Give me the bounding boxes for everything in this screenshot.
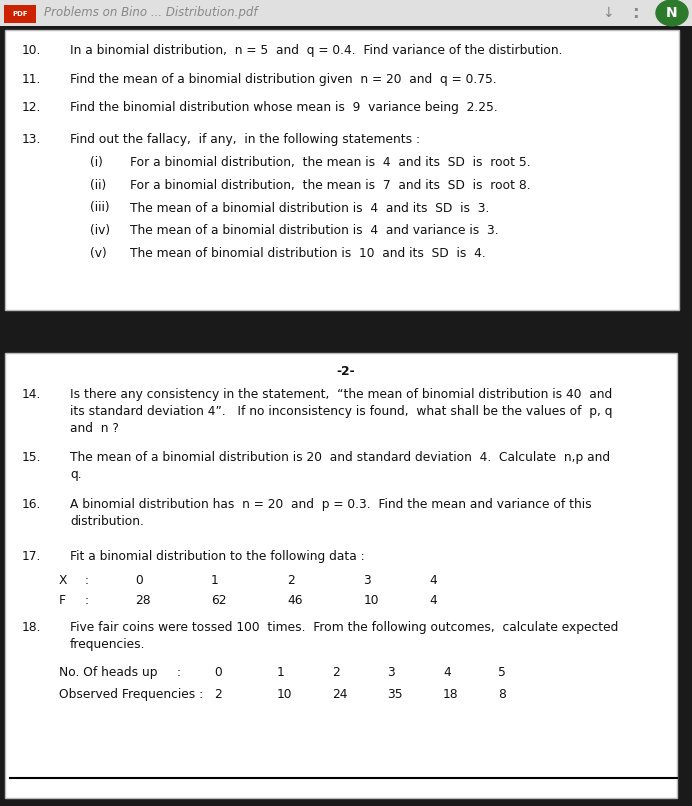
Text: 0: 0 — [135, 574, 143, 587]
Text: 2: 2 — [215, 688, 222, 701]
Text: :: : — [84, 574, 89, 587]
Text: 24: 24 — [332, 688, 347, 701]
Text: 13.: 13. — [22, 133, 42, 146]
Text: 4: 4 — [429, 574, 437, 587]
FancyBboxPatch shape — [4, 5, 36, 23]
Text: 35: 35 — [388, 688, 403, 701]
Text: frequencies.: frequencies. — [70, 638, 145, 650]
Text: In a binomial distribution,  n = 5  and  q = 0.4.  Find variance of the distirbu: In a binomial distribution, n = 5 and q … — [70, 44, 563, 57]
Text: 1: 1 — [211, 574, 219, 587]
Text: 4: 4 — [429, 594, 437, 607]
Text: PDF: PDF — [12, 10, 28, 17]
Text: The mean of a binomial distribution is  4  and variance is  3.: The mean of a binomial distribution is 4… — [130, 224, 499, 237]
Text: Fit a binomial distribution to the following data :: Fit a binomial distribution to the follo… — [70, 550, 365, 563]
Text: :: : — [84, 594, 89, 607]
FancyBboxPatch shape — [5, 30, 679, 310]
Text: 2: 2 — [287, 574, 295, 587]
Text: Five fair coins were tossed 100  times.  From the following outcomes,  calculate: Five fair coins were tossed 100 times. F… — [70, 621, 619, 634]
Text: :: : — [176, 666, 181, 679]
Text: 16.: 16. — [22, 497, 42, 511]
Text: -2-: -2- — [337, 364, 355, 377]
Text: Problems on Bino ... Distribution.pdf: Problems on Bino ... Distribution.pdf — [44, 6, 257, 19]
Text: Observed Frequencies :: Observed Frequencies : — [59, 688, 203, 701]
Text: A: A — [334, 499, 506, 713]
Text: (iv): (iv) — [90, 224, 110, 237]
Text: Find the mean of a binomial distribution given  n = 20  and  q = 0.75.: Find the mean of a binomial distribution… — [70, 73, 497, 85]
Text: Is there any consistency in the statement,  “the mean of binomial distribution i: Is there any consistency in the statemen… — [70, 388, 612, 401]
Circle shape — [656, 0, 688, 26]
Text: 17.: 17. — [22, 550, 42, 563]
Text: distribution.: distribution. — [70, 515, 144, 528]
Text: 18: 18 — [443, 688, 459, 701]
Text: The mean of binomial distribution is  10  and its  SD  is  4.: The mean of binomial distribution is 10 … — [130, 247, 486, 260]
Text: 3: 3 — [363, 574, 371, 587]
Text: The mean of a binomial distribution is 20  and standard deviation  4.  Calculate: The mean of a binomial distribution is 2… — [70, 451, 610, 463]
Text: (i): (i) — [90, 156, 103, 169]
Text: The mean of a binomial distribution is  4  and its  SD  is  3.: The mean of a binomial distribution is 4… — [130, 202, 489, 214]
Text: 15.: 15. — [22, 451, 42, 463]
FancyBboxPatch shape — [0, 0, 692, 26]
Text: 28: 28 — [135, 594, 151, 607]
Text: and  n ?: and n ? — [70, 422, 119, 434]
Text: X: X — [59, 574, 67, 587]
Text: :: : — [632, 4, 638, 22]
Text: 5: 5 — [498, 666, 506, 679]
Text: 8: 8 — [498, 688, 506, 701]
Text: ↓: ↓ — [602, 6, 614, 20]
Text: (ii): (ii) — [90, 179, 107, 192]
Text: 14.: 14. — [22, 388, 42, 401]
Text: (iii): (iii) — [90, 202, 109, 214]
Text: A: A — [225, 71, 375, 260]
Text: its standard deviation 4”.   If no inconsistency is found,  what shall be the va: its standard deviation 4”. If no inconsi… — [70, 405, 612, 418]
Text: Find out the fallacy,  if any,  in the following statements :: Find out the fallacy, if any, in the fol… — [70, 133, 420, 146]
Text: 4: 4 — [443, 666, 450, 679]
Text: 12.: 12. — [22, 101, 42, 114]
Text: (v): (v) — [90, 247, 107, 260]
Text: 3: 3 — [388, 666, 395, 679]
Text: 10: 10 — [277, 688, 292, 701]
Text: 62: 62 — [211, 594, 226, 607]
Text: Find the binomial distribution whose mean is  9  variance being  2.25.: Find the binomial distribution whose mea… — [70, 101, 498, 114]
FancyBboxPatch shape — [5, 352, 677, 798]
Text: 11.: 11. — [22, 73, 42, 85]
Text: F: F — [59, 594, 66, 607]
Text: 0: 0 — [215, 666, 222, 679]
Text: 18.: 18. — [22, 621, 42, 634]
Text: No. Of heads up: No. Of heads up — [59, 666, 157, 679]
Text: 10: 10 — [363, 594, 379, 607]
Text: For a binomial distribution,  the mean is  4  and its  SD  is  root 5.: For a binomial distribution, the mean is… — [130, 156, 531, 169]
Text: For a binomial distribution,  the mean is  7  and its  SD  is  root 8.: For a binomial distribution, the mean is… — [130, 179, 531, 192]
Text: 2: 2 — [332, 666, 340, 679]
Text: 10.: 10. — [22, 44, 42, 57]
Text: 1: 1 — [277, 666, 284, 679]
Text: q.: q. — [70, 467, 82, 480]
Text: A binomial distribution has  n = 20  and  p = 0.3.  Find the mean and variance o: A binomial distribution has n = 20 and p… — [70, 497, 592, 511]
Text: 46: 46 — [287, 594, 302, 607]
Text: N: N — [666, 6, 677, 20]
